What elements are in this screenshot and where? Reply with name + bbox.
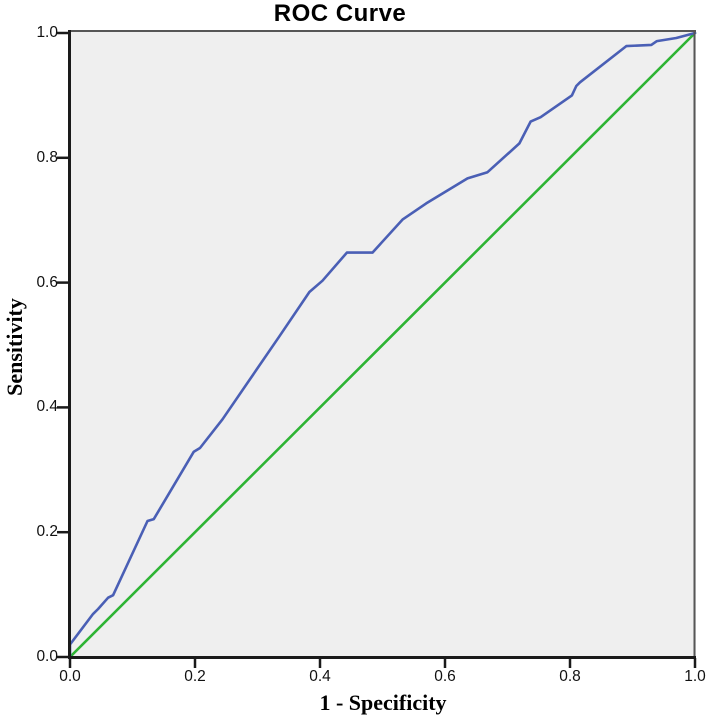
y-axis-label: Sensitivity xyxy=(2,298,27,396)
x-axis-label: 1 - Specificity xyxy=(319,690,447,715)
x-tick-label: 0.8 xyxy=(559,668,581,685)
x-tick-label: 1.0 xyxy=(684,668,706,685)
y-tick-label: 0.4 xyxy=(36,398,58,416)
y-tick-label: 0.6 xyxy=(36,273,58,291)
x-tick-label: 0.6 xyxy=(434,668,456,685)
reference-line xyxy=(68,31,697,659)
x-tick-label: 0.0 xyxy=(59,668,81,685)
y-tick-label: 0.0 xyxy=(36,648,58,665)
roc-curve-line xyxy=(68,31,697,659)
y-tick-label: 0.2 xyxy=(36,523,58,541)
x-tick-label: 0.2 xyxy=(184,668,206,685)
y-tick-label: 1.0 xyxy=(36,24,58,41)
x-tick-label: 0.4 xyxy=(309,668,331,685)
chart-title: ROC Curve xyxy=(273,0,407,27)
y-tick-label: 0.8 xyxy=(36,148,58,166)
